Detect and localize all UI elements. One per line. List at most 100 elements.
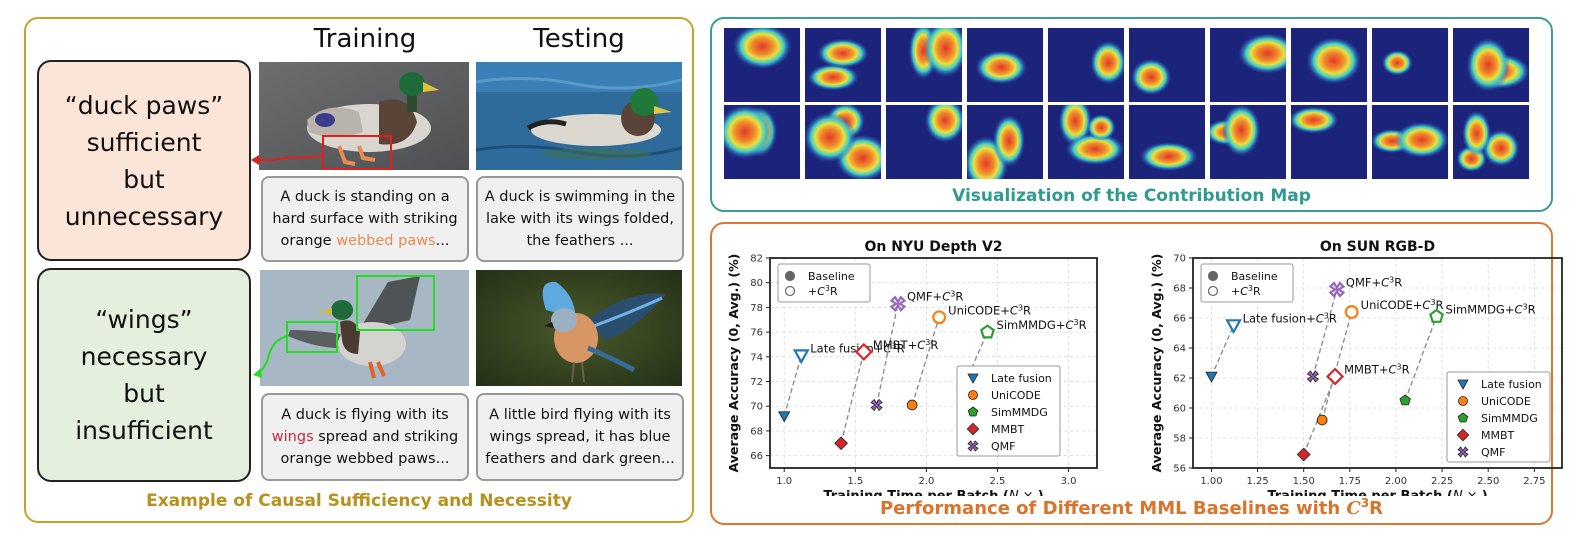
legend-marker-mmbt (966, 422, 980, 436)
legend-label: MMBT (1481, 429, 1515, 442)
y-tick-label: 66 (750, 451, 763, 462)
legend-marker-late-fusion (967, 373, 979, 384)
point-label: Late fusion+C3R (1243, 312, 1337, 326)
concept-line: but (123, 379, 165, 408)
point-label: SimMMDG+C3R (997, 318, 1087, 332)
legend-marker-mmbt (1456, 428, 1470, 442)
contribution-map-panel (710, 17, 1553, 212)
bluebird-flying-image (476, 270, 686, 386)
point-label: QMF+C3R (1346, 276, 1402, 290)
legend-label: QMF (991, 440, 1015, 453)
contribution-map-thumbnail (1129, 28, 1205, 102)
c3r-marker-qmf (1328, 281, 1346, 298)
red-arrow-head-icon (251, 155, 259, 165)
contribution-map-thumbnail (967, 28, 1043, 102)
contribution-map-thumbnail (967, 105, 1043, 179)
x-tick-label: 2.75 (1523, 476, 1545, 487)
plot-frame (1192, 257, 1563, 469)
contribution-map-thumbnail (805, 105, 881, 179)
caption-text: spread and striking orange webbed paws..… (280, 429, 459, 467)
c3r-marker-simmmdg (980, 324, 995, 339)
contribution-map-thumbnail (1453, 28, 1529, 102)
y-tick-label: 82 (750, 254, 763, 265)
legend-label: UniCODE (991, 389, 1041, 402)
baseline-marker-late-fusion (1205, 371, 1218, 383)
chart-title: On SUN RGB-D (1320, 239, 1435, 255)
legend-key-label: +C3R (1231, 284, 1261, 298)
point-label: UniCODE+C3R (948, 303, 1031, 317)
x-tick-label: 2.00 (1385, 476, 1407, 487)
legend-marker-unicode (1458, 396, 1468, 406)
legend-label: Late fusion (991, 372, 1052, 385)
legend-label: MMBT (991, 423, 1025, 436)
y-tick-label: 62 (1173, 374, 1186, 385)
c3r-marker-unicode (1344, 305, 1359, 319)
green-arrow-line (256, 335, 288, 374)
caption-text: A duck is flying with its (281, 407, 449, 423)
connector-line (911, 317, 940, 406)
duck-flying-image (260, 270, 470, 386)
legend-marker-late-fusion (1457, 379, 1469, 390)
c3r-marker-mmbt (854, 342, 873, 361)
concept-box-wings: “wings” necessary but insufficient (37, 268, 251, 482)
point-label: SimMMDG+C3R (1446, 303, 1536, 317)
causal-example-panel (24, 17, 694, 523)
concept-line: but (123, 164, 165, 194)
performance-title-sup: 3 (1360, 496, 1370, 510)
x-tick-label: 2.25 (1431, 476, 1453, 487)
y-tick-label: 70 (1173, 254, 1186, 265)
connector-line (1312, 289, 1338, 377)
x-tick-label: 1.25 (1246, 476, 1268, 487)
concept-line: unnecessary (64, 201, 224, 231)
legend-marker-simmmdg (967, 406, 979, 417)
concept-line: sufficient (86, 127, 202, 157)
y-tick-label: 72 (750, 377, 763, 388)
contribution-map-thumbnail (1048, 28, 1124, 102)
caption-train-duck-standing: A duck is standing on a hard surface wit… (261, 176, 469, 262)
c3r-marker-late-fusion (792, 349, 810, 365)
caption-train-duck-flying: A duck is flying with its wings spread a… (261, 393, 469, 481)
chart-sun-rgbd: 1.00 1.25 1.50 1.75 2.00 2.25 2.50 2.75 56 58 60 62… (1149, 239, 1563, 496)
caption-highlight: wings (271, 429, 314, 445)
legend-label: QMF (1481, 446, 1505, 459)
legend-key-label: +C3R (808, 284, 838, 298)
contribution-map-thumbnail (1048, 105, 1124, 179)
legend-label: UniCODE (1481, 395, 1531, 408)
legend-series: Late fusion UniCODE SimMMDG MMBT QMF (1446, 371, 1551, 463)
y-tick-label: 80 (750, 278, 763, 289)
x-tick-label: 2.50 (1477, 476, 1499, 487)
contribution-map-thumbnail (805, 28, 881, 102)
x-tick-label: 3.0 (1061, 476, 1077, 487)
point-label: MMBT+C3R (1344, 363, 1410, 377)
connector-line (840, 351, 865, 444)
legend-marker-qmf (967, 440, 979, 452)
x-axis-label: Training Time per Batch (N × ) (1267, 489, 1487, 496)
contribution-map-thumbnail (1372, 105, 1448, 179)
plot-frame (769, 257, 1098, 469)
point-label: Late fusion+C3R (810, 342, 904, 356)
baseline-marker-unicode (906, 399, 918, 411)
legend-label: Late fusion (1481, 378, 1542, 391)
green-arrow-head-icon (253, 368, 262, 378)
performance-title-text: Performance of Different MML Baselines w… (879, 498, 1347, 519)
c3r-marker-late-fusion (1225, 319, 1242, 335)
performance-panel (710, 222, 1553, 525)
concept-term: “wings” (95, 305, 193, 334)
connector-line (1321, 311, 1353, 421)
y-tick-label: 66 (1173, 314, 1186, 325)
y-tick-label: 76 (750, 328, 763, 339)
y-tick-label: 74 (750, 352, 763, 363)
legend-style-key: Baseline+C3R (1200, 263, 1294, 303)
connector-line (875, 303, 899, 406)
x-tick-label: 1.00 (1200, 476, 1222, 487)
c3r-marker-unicode (932, 310, 947, 325)
caption-highlight: webbed paws (336, 233, 436, 249)
highlight-box-paws (322, 135, 392, 170)
legend-marker-qmf (1457, 446, 1469, 458)
x-tick-label: 1.75 (1339, 476, 1361, 487)
legend-label: SimMMDG (1481, 412, 1538, 425)
contribution-map-thumbnail (1210, 105, 1286, 179)
legend-key-label: Baseline (808, 270, 855, 283)
caption-text: ... (435, 233, 450, 249)
caption-text: A duck is standing on a hard surface wit… (272, 189, 458, 249)
